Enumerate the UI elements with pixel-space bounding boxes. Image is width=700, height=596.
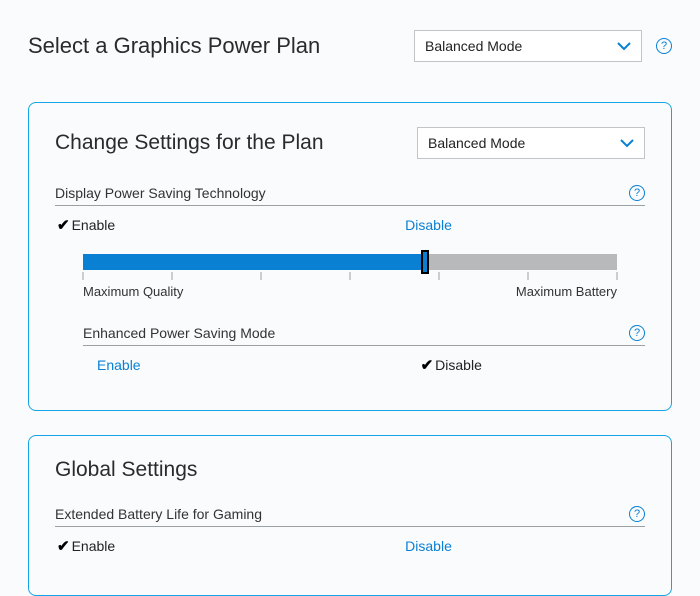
page-title: Select a Graphics Power Plan bbox=[28, 33, 320, 59]
chevron-down-icon bbox=[617, 42, 631, 51]
global-settings-panel: Global Settings Extended Battery Life fo… bbox=[28, 435, 672, 596]
extended-battery-disable-option[interactable]: Disable bbox=[405, 537, 452, 555]
slider-ticks bbox=[83, 272, 617, 282]
enhanced-power-block: Enhanced Power Saving Mode ? Enable ✔ Di… bbox=[55, 325, 645, 374]
chevron-down-icon bbox=[620, 139, 634, 148]
slider-tick bbox=[172, 272, 173, 280]
enhanced-power-options: Enable ✔ Disable bbox=[83, 356, 645, 374]
power-plan-dropdown[interactable]: Balanced Mode bbox=[414, 30, 642, 62]
global-settings-title: Global Settings bbox=[55, 458, 645, 482]
plan-settings-dropdown[interactable]: Balanced Mode bbox=[417, 127, 645, 159]
option-label: Enable bbox=[72, 538, 116, 554]
display-power-disable-option[interactable]: Disable bbox=[405, 216, 452, 234]
slider-fill bbox=[83, 254, 425, 270]
power-plan-dropdown-value: Balanced Mode bbox=[425, 38, 522, 54]
slider-tick bbox=[527, 272, 528, 280]
slider-end-labels: Maximum Quality Maximum Battery bbox=[83, 284, 617, 299]
display-power-slider[interactable] bbox=[83, 254, 617, 270]
slider-tick bbox=[83, 272, 84, 280]
enhanced-power-label: Enhanced Power Saving Mode bbox=[83, 325, 275, 341]
change-settings-head: Change Settings for the Plan Balanced Mo… bbox=[55, 127, 645, 159]
slider-tick bbox=[350, 272, 351, 280]
help-icon[interactable]: ? bbox=[629, 506, 645, 522]
slider-tick bbox=[260, 272, 261, 280]
slider-tick bbox=[439, 272, 440, 280]
check-icon: ✔ bbox=[57, 537, 70, 555]
display-power-slider-wrap: Maximum Quality Maximum Battery bbox=[55, 254, 645, 299]
display-power-label: Display Power Saving Technology bbox=[55, 185, 266, 201]
help-icon[interactable]: ? bbox=[629, 325, 645, 341]
option-label: Enable bbox=[97, 357, 141, 373]
help-icon[interactable]: ? bbox=[656, 38, 672, 54]
check-icon: ✔ bbox=[421, 356, 434, 374]
display-power-options: ✔ Enable Disable bbox=[55, 216, 645, 234]
slider-thumb[interactable] bbox=[421, 250, 429, 274]
slider-left-label: Maximum Quality bbox=[83, 284, 183, 299]
slider-tick bbox=[617, 272, 618, 280]
option-label: Disable bbox=[405, 217, 452, 233]
option-label: Enable bbox=[72, 217, 116, 233]
check-icon: ✔ bbox=[57, 216, 70, 234]
display-power-enable-option[interactable]: ✔ Enable bbox=[57, 216, 115, 234]
enhanced-power-enable-option[interactable]: Enable bbox=[97, 356, 141, 374]
top-row: Select a Graphics Power Plan Balanced Mo… bbox=[28, 30, 672, 62]
extended-battery-label: Extended Battery Life for Gaming bbox=[55, 506, 262, 522]
slider-right-label: Maximum Battery bbox=[516, 284, 617, 299]
option-label: Disable bbox=[435, 357, 482, 373]
help-icon[interactable]: ? bbox=[629, 185, 645, 201]
enhanced-power-head: Enhanced Power Saving Mode ? bbox=[83, 325, 645, 346]
change-settings-panel: Change Settings for the Plan Balanced Mo… bbox=[28, 102, 672, 411]
display-power-head: Display Power Saving Technology ? bbox=[55, 185, 645, 206]
extended-battery-options: ✔ Enable Disable bbox=[55, 537, 645, 555]
enhanced-power-disable-option[interactable]: ✔ Disable bbox=[421, 356, 482, 374]
extended-battery-enable-option[interactable]: ✔ Enable bbox=[57, 537, 115, 555]
option-label: Disable bbox=[405, 538, 452, 554]
change-settings-title: Change Settings for the Plan bbox=[55, 131, 324, 155]
extended-battery-head: Extended Battery Life for Gaming ? bbox=[55, 506, 645, 527]
top-right-group: Balanced Mode ? bbox=[414, 30, 672, 62]
plan-settings-dropdown-value: Balanced Mode bbox=[428, 135, 525, 151]
